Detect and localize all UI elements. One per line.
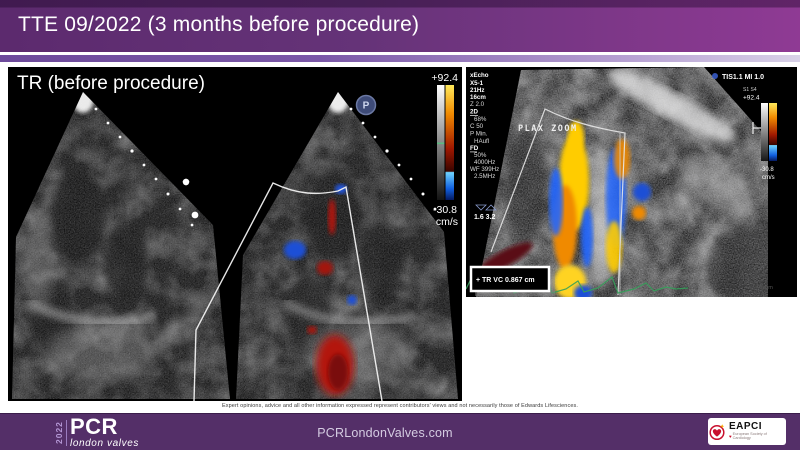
eapci-heart-icon (709, 423, 725, 440)
echo-image-apical: +92.4 -30.8 cm/s P TR (before procedure) (8, 67, 462, 401)
svg-text:xEcho: xEcho (470, 72, 489, 79)
slide-title: TTE 09/2022 (3 months before procedure) (18, 13, 420, 36)
sector-edge-dots (94, 107, 437, 227)
svg-text:P Min.: P Min. (470, 131, 488, 138)
heart-rate-label: 60bpm (756, 285, 773, 291)
velocity-color-scale (752, 103, 777, 161)
pcr-london-valves-logo: 2022 PCR london valves (54, 414, 139, 449)
scale-unit-label: cm/s (762, 175, 775, 181)
color-doppler-roi-outline (490, 108, 626, 296)
header-accent-line (0, 55, 800, 62)
svg-text:50%: 50% (474, 152, 487, 159)
svg-text:16cm: 16cm (470, 94, 486, 101)
tr-vc-value: + TR VC 0.867 cm (476, 277, 535, 284)
eapci-name: EAPCI (728, 421, 763, 433)
svg-text:21Hz: 21Hz (470, 87, 484, 94)
footer-website-text: PCRLondonValves.com (317, 426, 453, 440)
scale-min-label: -30.8 (760, 167, 774, 173)
pcr-wordmark: PCR (70, 414, 118, 439)
eapci-logo: EAPCI ♥ European Society of Cardiology (708, 418, 786, 445)
echo-panel-left: +92.4 -30.8 cm/s P TR (before procedure) (8, 67, 462, 401)
velocity-color-scale (437, 85, 454, 200)
scale-max-label: +92.4 (743, 95, 760, 102)
svg-text:2D: 2D (470, 109, 478, 116)
echo-image-plax-zoom: xEcho X5-1 21Hz 16cm Z 2.0 2D 68% C 50 P… (466, 67, 797, 297)
echo-panel-right: xEcho X5-1 21Hz 16cm Z 2.0 2D 68% C 50 P… (466, 67, 797, 297)
eapci-small-heart-icon: ♥ (728, 433, 732, 439)
svg-text:Z 2.0: Z 2.0 (470, 101, 485, 108)
scale-min-label: -30.8 (433, 204, 457, 216)
machine-params: xEcho X5-1 21Hz 16cm Z 2.0 2D 68% C 50 P… (470, 72, 499, 180)
color-doppler-roi-outline (193, 182, 383, 401)
tr-vc-measurement-box: + TR VC 0.867 cm (469, 265, 555, 296)
footer-bar: 2022 PCR london valves PCRLondonValves.c… (0, 413, 800, 450)
svg-text:P: P (363, 101, 370, 112)
svg-text:FD: FD (470, 145, 479, 152)
eapci-subtitle: European Society of Cardiology (732, 432, 767, 440)
svg-text:2.5MHz: 2.5MHz (474, 173, 495, 180)
safety-indices-label: TIS1.1 MI 1.0 (722, 74, 764, 81)
scale-max-label: +92.4 (431, 72, 458, 84)
orientation-marker-icon (712, 73, 718, 79)
svg-text:C 50: C 50 (470, 123, 484, 130)
svg-text:HAufl: HAufl (474, 138, 489, 145)
svg-text:4000Hz: 4000Hz (474, 159, 495, 166)
view-label: PLAX ZOOM (518, 124, 578, 134)
p-button-icon: P (355, 94, 377, 116)
svg-text:X5-1: X5-1 (470, 80, 484, 87)
sector-labels: S1 S4 (743, 87, 757, 93)
svg-text:68%: 68% (474, 116, 487, 123)
header-bar: TTE 09/2022 (3 months before procedure) (0, 0, 800, 52)
pcr-logo-divider (66, 419, 67, 446)
scale-unit-label: cm/s (436, 216, 458, 228)
disclaimer-text: Expert opinions, advice and all other in… (222, 403, 578, 409)
svg-text:WF 399Hz: WF 399Hz (470, 166, 499, 173)
left-panel-label: TR (before procedure) (17, 73, 205, 94)
focus-markers-icon (475, 204, 497, 211)
pcr-tagline: london valves (70, 438, 139, 449)
focus-depth-values: 1.6 3.2 (474, 214, 496, 221)
